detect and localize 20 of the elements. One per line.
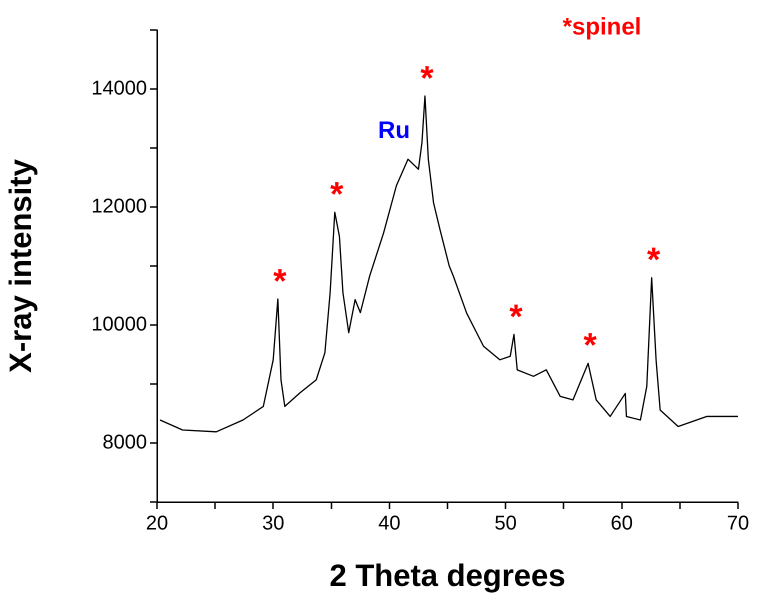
x-axis-title: 2 Theta degrees — [329, 558, 566, 593]
y-tick-label: 10000 — [91, 314, 147, 336]
x-tick-label: 30 — [262, 512, 284, 535]
annotation: *spinel — [562, 14, 642, 41]
x-tick-label: 40 — [378, 512, 401, 535]
annotation: * — [583, 326, 598, 365]
annotation: * — [273, 262, 288, 300]
y-axis-title: X-ray intensity — [3, 158, 38, 373]
annotation: * — [509, 298, 524, 336]
x-tick-label: 70 — [726, 512, 750, 535]
x-tick-label: 20 — [146, 512, 168, 535]
annotation: * — [647, 241, 662, 280]
annotation: * — [420, 59, 434, 98]
x-tick-label: 60 — [610, 512, 633, 535]
y-tick-label: 14000 — [91, 78, 147, 100]
x-tick-label: 50 — [494, 512, 517, 535]
y-tick-label: 8000 — [102, 432, 147, 454]
y-tick-label: 12000 — [91, 196, 147, 218]
annotation: * — [330, 176, 344, 214]
annotation: Ru — [378, 116, 410, 144]
